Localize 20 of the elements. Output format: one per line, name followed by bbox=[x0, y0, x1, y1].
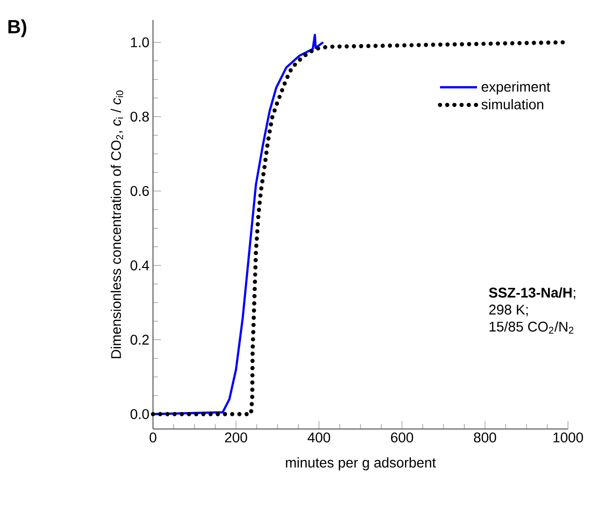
y-tick-label: 1.0 bbox=[131, 37, 149, 48]
x-tick-label: 0 bbox=[150, 432, 156, 442]
x-tick-label: 400 bbox=[308, 432, 330, 442]
annotation: 298 K; bbox=[489, 304, 528, 316]
x-tick-label: 800 bbox=[474, 432, 496, 442]
legend-label: simulation bbox=[481, 99, 544, 110]
legend-label: experiment bbox=[482, 81, 550, 94]
x-tick-label: 1000 bbox=[553, 432, 584, 442]
x-axis-title: minutes per g adsorbent bbox=[286, 457, 436, 470]
y-tick-label: 0.8 bbox=[130, 112, 149, 122]
annotation: 15/85 CO$_{2}$/N$_{2}$ bbox=[490, 321, 574, 334]
y-axis-title: Dimensionless concentration of CO$_{2}$, c$_{i}$ / c$_{i0}$ bbox=[110, 90, 124, 358]
annotation: SSZ-13-Na/H; bbox=[488, 287, 576, 300]
y-tick-label: 0.2 bbox=[130, 334, 149, 345]
y-tick-label: 0.0 bbox=[130, 409, 149, 420]
text: B) bbox=[8, 19, 26, 38]
x-tick-label: 600 bbox=[391, 432, 414, 442]
y-tick-label: 0.4 bbox=[130, 260, 150, 270]
x-tick-label: 200 bbox=[225, 432, 248, 442]
y-tick-label: 0.6 bbox=[130, 186, 149, 196]
